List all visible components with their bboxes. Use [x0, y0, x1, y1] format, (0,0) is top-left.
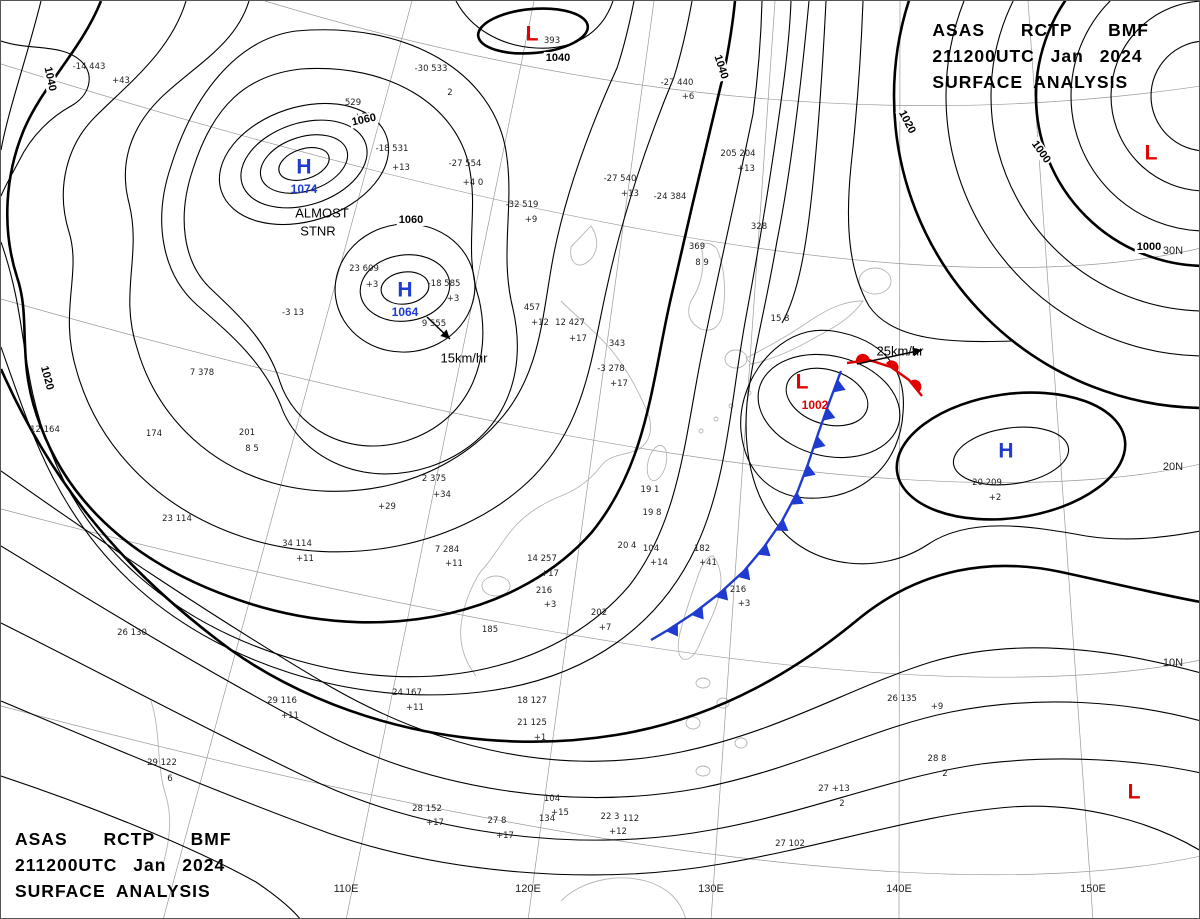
grid-line	[1, 508, 1199, 678]
cold-front-triangle	[790, 492, 804, 505]
warm-front-line	[846, 358, 923, 397]
warm-front-semicircle	[885, 360, 899, 372]
isobar-line	[895, 391, 1127, 521]
coastline	[728, 403, 734, 409]
cold-front-triangle	[666, 623, 679, 637]
isobar-line	[1, 368, 1199, 743]
isobar-line	[757, 353, 901, 459]
coastline	[716, 697, 730, 709]
coastline	[150, 700, 171, 872]
isobar-line	[1, 470, 1199, 762]
isobar-line	[240, 119, 368, 209]
title-line-1: ASAS RCTP BMF	[15, 829, 232, 849]
coastline	[695, 765, 711, 777]
grid-line	[710, 1, 776, 918]
isobar-line	[218, 102, 390, 226]
isobar-line	[945, 1, 1199, 357]
title-line-2: 211200UTC Jan 2024	[932, 46, 1143, 66]
isobar-line	[990, 1, 1199, 312]
isobar-line	[1, 545, 1199, 798]
isobar-line	[183, 67, 484, 447]
title-line-3: SURFACE ANALYSIS	[932, 72, 1129, 92]
isobar-line	[1110, 1, 1199, 192]
coastline	[698, 428, 704, 434]
movement-arrow	[856, 347, 923, 365]
coastline	[688, 242, 726, 331]
coastline	[724, 349, 748, 369]
isobar-line	[781, 1, 827, 324]
isobar-line	[161, 29, 518, 475]
fronts-layer	[426, 316, 923, 642]
isobar-line	[1, 622, 1199, 841]
warm-front-semicircle	[855, 353, 870, 362]
isobar-line	[1150, 40, 1199, 152]
isobar-line	[455, 1, 614, 49]
title-block-top-right: ASAS RCTP BMF 211200UTC Jan 2024 SURFACE…	[932, 17, 1149, 95]
grid-line	[264, 1, 1199, 106]
coastline	[695, 677, 711, 689]
grid-line	[527, 1, 655, 918]
isobar-line	[1, 775, 301, 918]
coastline	[713, 416, 719, 422]
grid-line	[1, 298, 1199, 483]
isobar-line	[278, 147, 330, 181]
isobar-line	[1, 1, 42, 151]
isobar-line	[476, 7, 590, 55]
cold-front-triangle	[822, 407, 836, 421]
title-block-bottom-left: ASAS RCTP BMF 211200UTC Jan 2024 SURFACE…	[15, 826, 232, 904]
isobar-line	[334, 223, 476, 353]
coastline	[570, 225, 598, 266]
coastline	[481, 575, 511, 597]
isobar-line	[1034, 1, 1199, 268]
isobar-line	[1, 700, 1199, 876]
isobar-line	[740, 329, 904, 499]
cold-front-line	[650, 370, 843, 642]
title-line-2: 211200UTC Jan 2024	[15, 855, 226, 875]
coastline	[734, 737, 748, 749]
cold-front-triangle	[715, 587, 729, 601]
movement-arrow	[426, 316, 451, 340]
grid-line	[1, 705, 1199, 876]
cold-front-triangle	[737, 567, 751, 581]
title-line-3: SURFACE ANALYSIS	[15, 881, 211, 901]
isobar-line	[62, 1, 693, 553]
isobar-line	[259, 134, 349, 194]
coastline-layer	[150, 225, 892, 918]
isobar-line	[1, 40, 90, 197]
cold-front-triangle	[802, 464, 816, 478]
isobar-line	[6, 1, 737, 624]
cold-front-triangle	[691, 606, 704, 620]
isobar-line	[1070, 1, 1199, 232]
grid-line	[346, 1, 535, 918]
coastline	[460, 300, 651, 677]
title-line-1: ASAS RCTP BMF	[932, 20, 1149, 40]
isobar-line	[359, 254, 451, 322]
isobar-line	[847, 1, 1014, 343]
cold-front-triangle	[812, 435, 826, 450]
cold-front-triangle	[775, 518, 789, 531]
isobar-line	[952, 426, 1070, 486]
cold-front-triangle	[757, 543, 771, 557]
coastline	[745, 300, 864, 365]
warm-front-semicircle	[909, 379, 922, 393]
coastline	[646, 444, 668, 482]
isobar-line	[1, 1, 792, 696]
isobar-line	[1, 1, 763, 678]
grid-line	[163, 1, 413, 918]
isobar-line	[380, 271, 430, 305]
isobar-line	[892, 1, 1199, 410]
coastline	[560, 877, 686, 918]
isobar-line	[124, 1, 635, 492]
isobar-line	[785, 367, 869, 427]
cold-front-triangle	[832, 379, 846, 393]
coastline	[858, 267, 892, 295]
coastline	[685, 716, 701, 730]
grid-line	[1027, 1, 1094, 918]
